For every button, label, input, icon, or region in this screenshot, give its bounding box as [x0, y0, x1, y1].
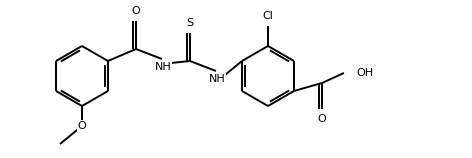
Text: NH: NH	[209, 74, 225, 84]
Text: S: S	[186, 18, 194, 28]
Text: Cl: Cl	[262, 11, 273, 21]
Text: O: O	[318, 114, 326, 124]
Text: NH: NH	[155, 62, 171, 72]
Text: OH: OH	[356, 68, 373, 78]
Text: O: O	[132, 6, 140, 16]
Text: O: O	[77, 121, 86, 131]
